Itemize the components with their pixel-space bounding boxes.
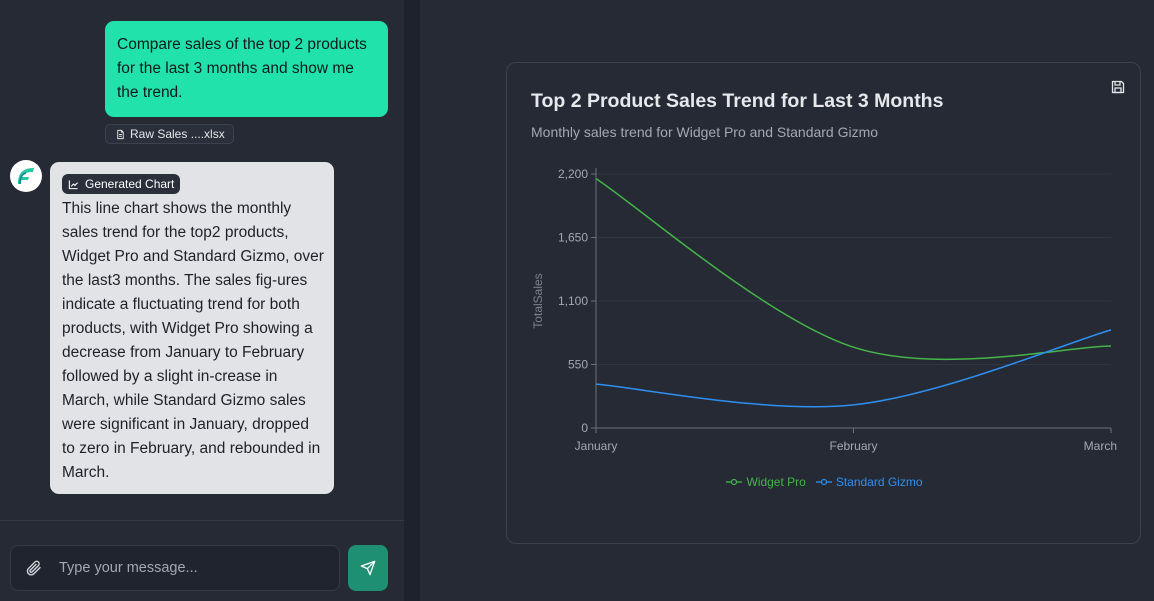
x-tick-label: March [1084,439,1117,453]
assistant-message-text: This line chart shows the monthly sales … [62,199,324,481]
y-tick-label: 2,200 [558,167,588,181]
legend-item[interactable]: Widget Pro [726,475,806,489]
chart-pane: Top 2 Product Sales Trend for Last 3 Mon… [420,0,1154,601]
file-icon [117,129,124,139]
generated-chart-badge[interactable]: Generated Chart [62,174,181,194]
line-chart-icon [68,179,79,189]
y-tick-label: 1,100 [558,294,588,308]
legend-marker-icon [726,478,743,486]
chart-title: Top 2 Product Sales Trend for Last 3 Mon… [531,90,944,112]
series-line-standard-gizmo [595,329,1112,408]
chart-legend: Widget Pro Standard Gizmo [507,475,1142,489]
y-axis-label: TotalSales [531,273,545,328]
chart-subtitle: Monthly sales trend for Widget Pro and S… [531,124,879,140]
user-message-bubble: Compare sales of the top 2 products for … [105,21,388,117]
x-tick-label: February [829,439,877,453]
pane-divider[interactable] [404,0,420,601]
y-tick-label: 0 [581,421,588,435]
chart-badge-label: Generated Chart [85,177,175,191]
x-tick-label: January [575,439,618,453]
save-icon[interactable] [1110,79,1126,95]
send-icon [360,560,376,576]
legend-marker-icon [815,478,832,486]
attachment-chip[interactable]: Raw Sales ....xlsx [105,124,234,144]
paperclip-icon[interactable] [25,559,43,577]
logo-icon [18,168,34,185]
send-button[interactable] [348,545,388,591]
y-tick-label: 1,650 [558,231,588,245]
attachment-label: Raw Sales ....xlsx [130,127,225,141]
legend-label: Widget Pro [746,475,806,489]
assistant-message-bubble: Generated Chart This line chart shows th… [50,162,334,494]
chart-card: Top 2 Product Sales Trend for Last 3 Mon… [506,62,1141,544]
legend-item[interactable]: Standard Gizmo [815,475,923,489]
chat-pane: Compare sales of the top 2 products for … [0,0,404,601]
series-line-widget-pro [595,177,1112,361]
message-input-wrapper [10,545,340,591]
y-tick-label: 550 [568,358,588,372]
legend-label: Standard Gizmo [835,475,923,489]
user-message-text: Compare sales of the top 2 products for … [117,36,367,101]
line-chart: 0 550 1,100 1,650 2,200 January February March T… [531,167,1117,453]
assistant-avatar [10,160,42,192]
message-composer [0,520,404,601]
message-input[interactable] [59,556,329,580]
